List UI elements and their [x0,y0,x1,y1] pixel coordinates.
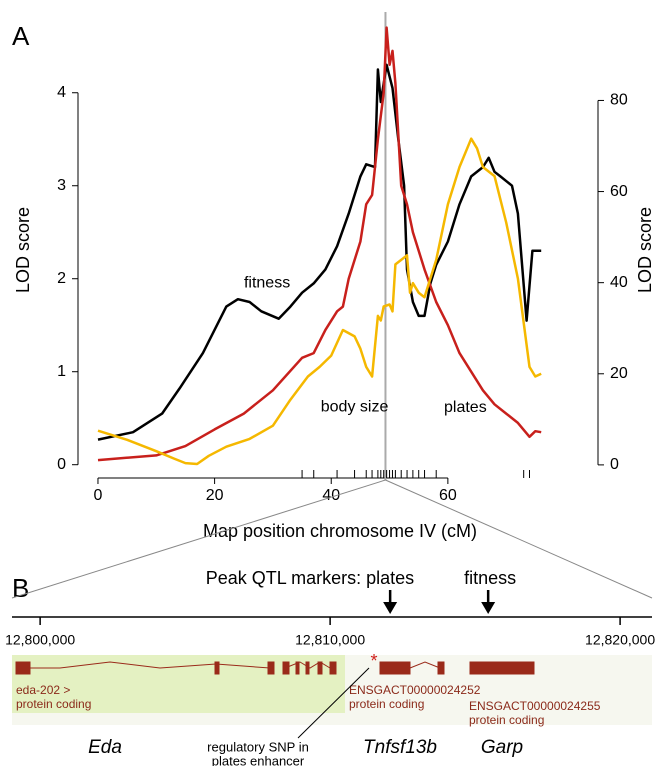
qtl-arrow-head [383,602,398,614]
gene-models [15,661,535,675]
series-label: fitness [244,275,290,292]
x-tick-label: 12,820,000 [585,632,655,648]
y2-tick-label: 40 [610,274,628,291]
intron [409,661,441,669]
exon [437,661,445,675]
y-tick-label: 1 [57,363,66,380]
y2-tick-label: 80 [610,92,628,109]
biotype-label: protein coding [469,713,544,727]
transcript-label: eda-202 > [16,683,70,697]
qtl-arrow-label: Peak QTL markers: plates [206,568,414,588]
series-line [97,137,542,466]
gene-name: Garp [481,737,523,758]
intron [20,661,271,669]
exon [469,661,535,675]
transcript-label: ENSGACT00000024252 [349,683,481,697]
series-line [97,63,542,441]
biotype-label: protein coding [16,697,91,711]
exon [317,661,323,675]
exon [15,661,31,675]
x-axis-title: Map position chromosome IV (cM) [203,521,477,541]
biotype-label: protein coding [349,697,424,711]
y2-tick-label: 0 [610,456,619,473]
panel-label: B [12,573,29,603]
zoom-line [11,479,386,599]
x-tick-label: 12,800,000 [5,632,75,648]
y-tick-label: 0 [57,456,66,473]
y-axis-title: LOD score [13,207,33,293]
zoom-line [385,479,653,599]
x-tick-label: 40 [322,487,340,504]
qtl-arrow-label: fitness [464,568,516,588]
exon [329,661,337,675]
y2-tick-label: 20 [610,365,628,382]
y-tick-label: 2 [57,270,66,287]
panel-label: A [12,21,30,51]
exon [305,661,310,675]
snp-pointer [297,667,370,739]
qtl-arrow-head [481,602,496,614]
exon [379,661,411,675]
x-tick-label: 12,810,000 [295,632,365,648]
y2-axis-title: LOD score [635,207,655,293]
exon [295,661,300,675]
intron [284,661,331,669]
series-label: plates [444,399,487,416]
y-tick-label: 3 [57,177,66,194]
series-label: body size [321,398,389,415]
exon [267,661,275,675]
transcript-label: ENSGACT00000024255 [469,699,601,713]
snp-note: plates enhancer [212,753,305,766]
gene-name: Tnfsf13b [363,737,437,758]
x-tick-label: 0 [94,487,103,504]
x-tick-label: 20 [206,487,224,504]
snp-note: regulatory SNP in [207,739,309,754]
x-tick-label: 60 [439,487,457,504]
series-line [97,26,542,462]
y-tick-label: 4 [57,84,66,101]
y2-tick-label: 60 [610,183,628,200]
exon [214,661,220,675]
exon [282,661,290,675]
snp-mark: * [370,651,377,671]
gene-name: Eda [88,737,122,758]
